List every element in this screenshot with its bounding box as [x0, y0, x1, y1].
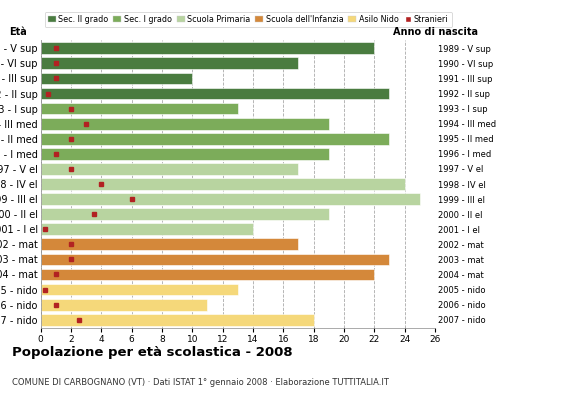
Bar [41, 58, 299, 69]
Bar [41, 238, 299, 250]
Text: Popolazione per età scolastica - 2008: Popolazione per età scolastica - 2008 [12, 346, 292, 359]
Legend: Sec. II grado, Sec. I grado, Scuola Primaria, Scuola dell'Infanzia, Asilo Nido, : Sec. II grado, Sec. I grado, Scuola Prim… [45, 12, 452, 27]
Bar [41, 208, 329, 220]
Text: COMUNE DI CARBOGNANO (VT) · Dati ISTAT 1° gennaio 2008 · Elaborazione TUTTITALIA: COMUNE DI CARBOGNANO (VT) · Dati ISTAT 1… [12, 378, 389, 387]
Bar [41, 163, 299, 175]
Bar [41, 223, 253, 235]
Bar [41, 178, 405, 190]
Bar [41, 42, 374, 54]
Bar [41, 193, 420, 205]
Bar [41, 284, 238, 296]
Bar [41, 118, 329, 130]
Bar [41, 103, 238, 114]
Bar [41, 299, 208, 310]
Bar [41, 268, 374, 280]
Text: Anno di nascita: Anno di nascita [393, 27, 478, 37]
Bar [41, 314, 314, 326]
Bar [41, 133, 390, 145]
Text: Età: Età [9, 27, 27, 37]
Bar [41, 88, 390, 100]
Bar [41, 148, 329, 160]
Bar [41, 254, 390, 265]
Bar [41, 72, 193, 84]
